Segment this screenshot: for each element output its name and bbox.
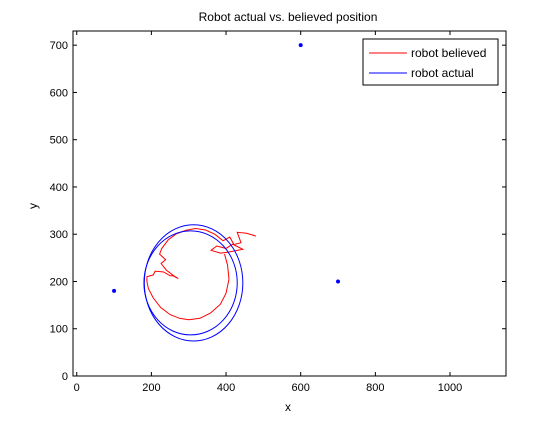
landmark-point-2 (336, 279, 341, 284)
plot-area: 0 200 400 600 800 1000 0 100 200 300 400 500 600 700 (50, 30, 507, 394)
x-tick-label-1000: 1000 (438, 382, 462, 394)
y-tick-label-500: 500 (50, 135, 68, 147)
y-axis-label: y (26, 203, 40, 209)
x-tick-label-600: 600 (292, 382, 310, 394)
y-tick-label-600: 600 (50, 87, 68, 99)
y-tick-label-700: 700 (50, 40, 68, 52)
y-tick-label-400: 400 (50, 182, 68, 194)
legend-label-robot-believed: robot believed (411, 46, 486, 60)
y-tick-label-300: 300 (50, 229, 68, 241)
series-line-robot-believed (146, 227, 257, 321)
x-tick-label-0: 0 (74, 382, 80, 394)
y-tick-label-200: 200 (50, 276, 68, 288)
x-tick-label-400: 400 (217, 382, 235, 394)
x-axis-label: x (285, 400, 291, 414)
y-tick-label-100: 100 (50, 324, 68, 336)
y-tick-label-0: 0 (62, 371, 68, 383)
series-loop-robot-actual-1 (143, 224, 244, 342)
landmark-point-1 (298, 43, 303, 48)
x-tick-label-200: 200 (142, 382, 160, 394)
legend-label-robot-actual: robot actual (411, 66, 474, 80)
axes-box (72, 30, 507, 377)
x-tick-label-800: 800 (366, 382, 384, 394)
legend-box (362, 38, 499, 86)
legend: robot believed robot actual (362, 38, 499, 86)
landmark-point-0 (112, 288, 117, 293)
chart-title: Robot actual vs. believed position (199, 10, 378, 24)
